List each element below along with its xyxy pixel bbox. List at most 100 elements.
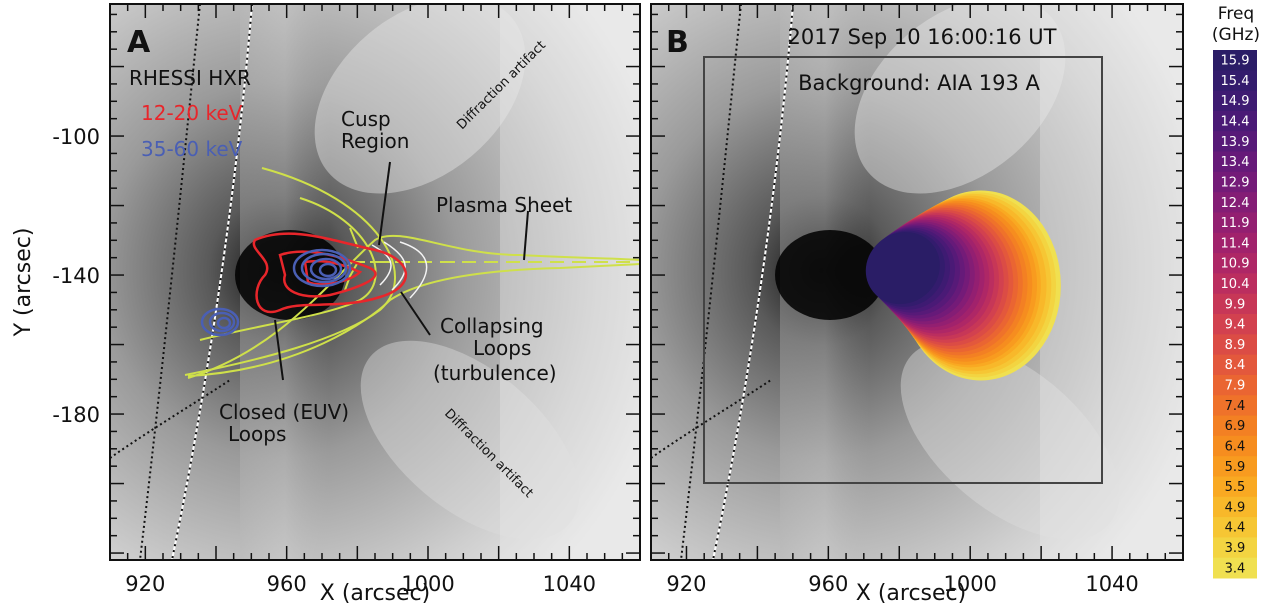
colorbar-swatch — [1213, 232, 1257, 254]
x-tick-label: 920 — [125, 572, 165, 596]
panel-b-title: 2017 Sep 10 16:00:16 UT — [788, 25, 1057, 49]
microwave-sources — [865, 190, 1061, 381]
colorbar-swatch — [1213, 212, 1257, 234]
colorbar-level-label: 14.9 — [1221, 94, 1250, 109]
colorbar-swatch — [1213, 50, 1257, 71]
colorbar-level-label: 14.4 — [1221, 115, 1250, 130]
colorbar-swatch — [1213, 456, 1257, 477]
fov-box — [703, 56, 1103, 484]
colorbar-swatch — [1213, 557, 1257, 579]
colorbar-swatch — [1213, 395, 1257, 417]
solar-limb-white-line — [712, 4, 794, 560]
colorbar-swatch — [1213, 273, 1257, 295]
colorbar-level-label: 15.9 — [1221, 54, 1250, 69]
colorbar-level-label: 5.5 — [1225, 480, 1246, 495]
colorbar-level-label: 7.4 — [1225, 399, 1246, 414]
colorbar-swatch — [1213, 517, 1257, 538]
y-tick-label: -180 — [52, 403, 100, 427]
colorbar-swatch — [1213, 435, 1257, 457]
colorbar: Freq (GHz) 15.9 15.4 14.9 14.4 13.9 13.4 12.9 1… — [1212, 4, 1260, 579]
solar-limb-dotted-line-outer — [651, 379, 772, 459]
colorbar-swatch — [1213, 151, 1257, 173]
x-tick-label: 1040 — [1085, 572, 1138, 596]
panel-a-y-tick-labels: -100 -140 -180 — [52, 125, 100, 427]
colorbar-swatch — [1213, 415, 1257, 437]
colorbar-swatch — [1213, 171, 1257, 193]
colorbar-swatch — [1213, 70, 1257, 92]
panel-a-x-tick-labels: 920 960 1000 1040 — [125, 572, 596, 596]
colorbar-level-label: 8.4 — [1225, 358, 1246, 373]
colorbar-swatch — [1213, 192, 1257, 213]
colorbar-level-label: 3.9 — [1225, 541, 1246, 556]
annotation-collapsing-line2: Loops — [473, 336, 531, 360]
hxr-contour-footpoint-outer — [200, 307, 240, 337]
colorbar-swatch — [1213, 253, 1257, 274]
legend-entry-12-20kev: 12-20 keV — [141, 101, 243, 125]
solar-limb-white-line — [171, 4, 253, 560]
x-tick-label: 920 — [666, 572, 706, 596]
model-field-lines — [184, 167, 640, 379]
colorbar-level-label: 4.4 — [1225, 521, 1246, 536]
legend-entry-35-60kev: 35-60 keV — [141, 137, 243, 161]
annotation-plasma-sheet: Plasma Sheet — [436, 193, 572, 217]
annotation-collapsing-line1: Collapsing — [440, 314, 544, 338]
x-tick-label: 1040 — [543, 572, 596, 596]
colorbar-level-label: 10.4 — [1221, 277, 1250, 292]
colorbar-swatch — [1213, 90, 1257, 112]
solar-limb-dotted-line-outer — [110, 379, 231, 459]
colorbar-swatch — [1213, 131, 1257, 153]
colorbar-title-line1: Freq — [1218, 4, 1254, 24]
colorbar-swatch — [1213, 314, 1257, 335]
panel-b-x-tick-labels: 920 960 1000 1040 — [666, 572, 1138, 596]
solar-limb-dotted-line — [139, 4, 201, 560]
x-tick-label: 960 — [808, 572, 848, 596]
colorbar-swatch — [1213, 537, 1257, 559]
colorbar-level-label: 3.4 — [1225, 561, 1246, 576]
x-tick-label: 960 — [267, 572, 307, 596]
colorbar-level-label: 12.4 — [1221, 196, 1250, 211]
solar-limb-dotted-line — [680, 4, 742, 560]
annotation-cusp-line1: Cusp — [341, 107, 391, 131]
panel-b-label: B — [666, 25, 689, 60]
colorbar-level-label: 9.9 — [1225, 297, 1246, 312]
colorbar-swatch — [1213, 476, 1257, 498]
colorbar-swatch — [1213, 354, 1257, 376]
colorbar-level-label: 7.9 — [1225, 379, 1246, 394]
colorbar-level-label: 6.9 — [1225, 419, 1246, 434]
x-tick-label: 1000 — [401, 572, 454, 596]
colorbar-level-label: 5.9 — [1225, 460, 1246, 475]
colorbar-swatch — [1213, 293, 1257, 315]
panel-b-ticks — [650, 4, 1184, 560]
collapsing-loops — [371, 241, 428, 299]
panel-b-subtitle: Background: AIA 193 A — [798, 71, 1040, 95]
panel-a-ticks — [109, 4, 641, 560]
y-tick-label: -140 — [52, 264, 100, 288]
colorbar-level-label: 11.4 — [1221, 236, 1250, 251]
hxr-contours-35-60kev — [200, 248, 352, 337]
panel-a-label: A — [127, 25, 151, 60]
colorbar-swatch — [1213, 374, 1257, 396]
panel-b-x-axis-label: X (arcsec) — [856, 581, 966, 606]
colorbar-level-label: 4.9 — [1225, 500, 1246, 515]
annotation-pointer-lines — [274, 161, 529, 381]
x-tick-label: 1000 — [943, 572, 996, 596]
panel-b: B 2017 Sep 10 16:00:16 UT Background: AI… — [650, 3, 1184, 606]
panel-b-background-image — [651, 4, 1183, 560]
microwave-source-contour — [865, 232, 940, 305]
colorbar-level-label: 9.4 — [1225, 318, 1246, 333]
colorbar-level-label: 13.9 — [1221, 135, 1250, 150]
annotation-cusp-line2: Region — [341, 129, 409, 153]
colorbar-title-line2: (GHz) — [1212, 25, 1260, 45]
annotation-closed-loops-line1: Closed (EUV) — [219, 400, 349, 424]
colorbar-level-label: 12.9 — [1221, 175, 1250, 190]
panel-a: A RHESSI HXR 12-20 keV 35-60 keV Cusp Re… — [11, 3, 641, 606]
legend-title: RHESSI HXR — [129, 66, 251, 90]
colorbar-level-label: 10.9 — [1221, 257, 1250, 272]
annotation-closed-loops-line2: Loops — [228, 422, 286, 446]
colorbar-level-label: 11.9 — [1221, 216, 1250, 231]
panel-a-background-image — [110, 4, 640, 560]
hxr-contour-main-outer — [292, 248, 352, 288]
colorbar-level-label: 15.4 — [1221, 74, 1250, 89]
y-axis-label: Y (arcsec) — [11, 228, 36, 338]
